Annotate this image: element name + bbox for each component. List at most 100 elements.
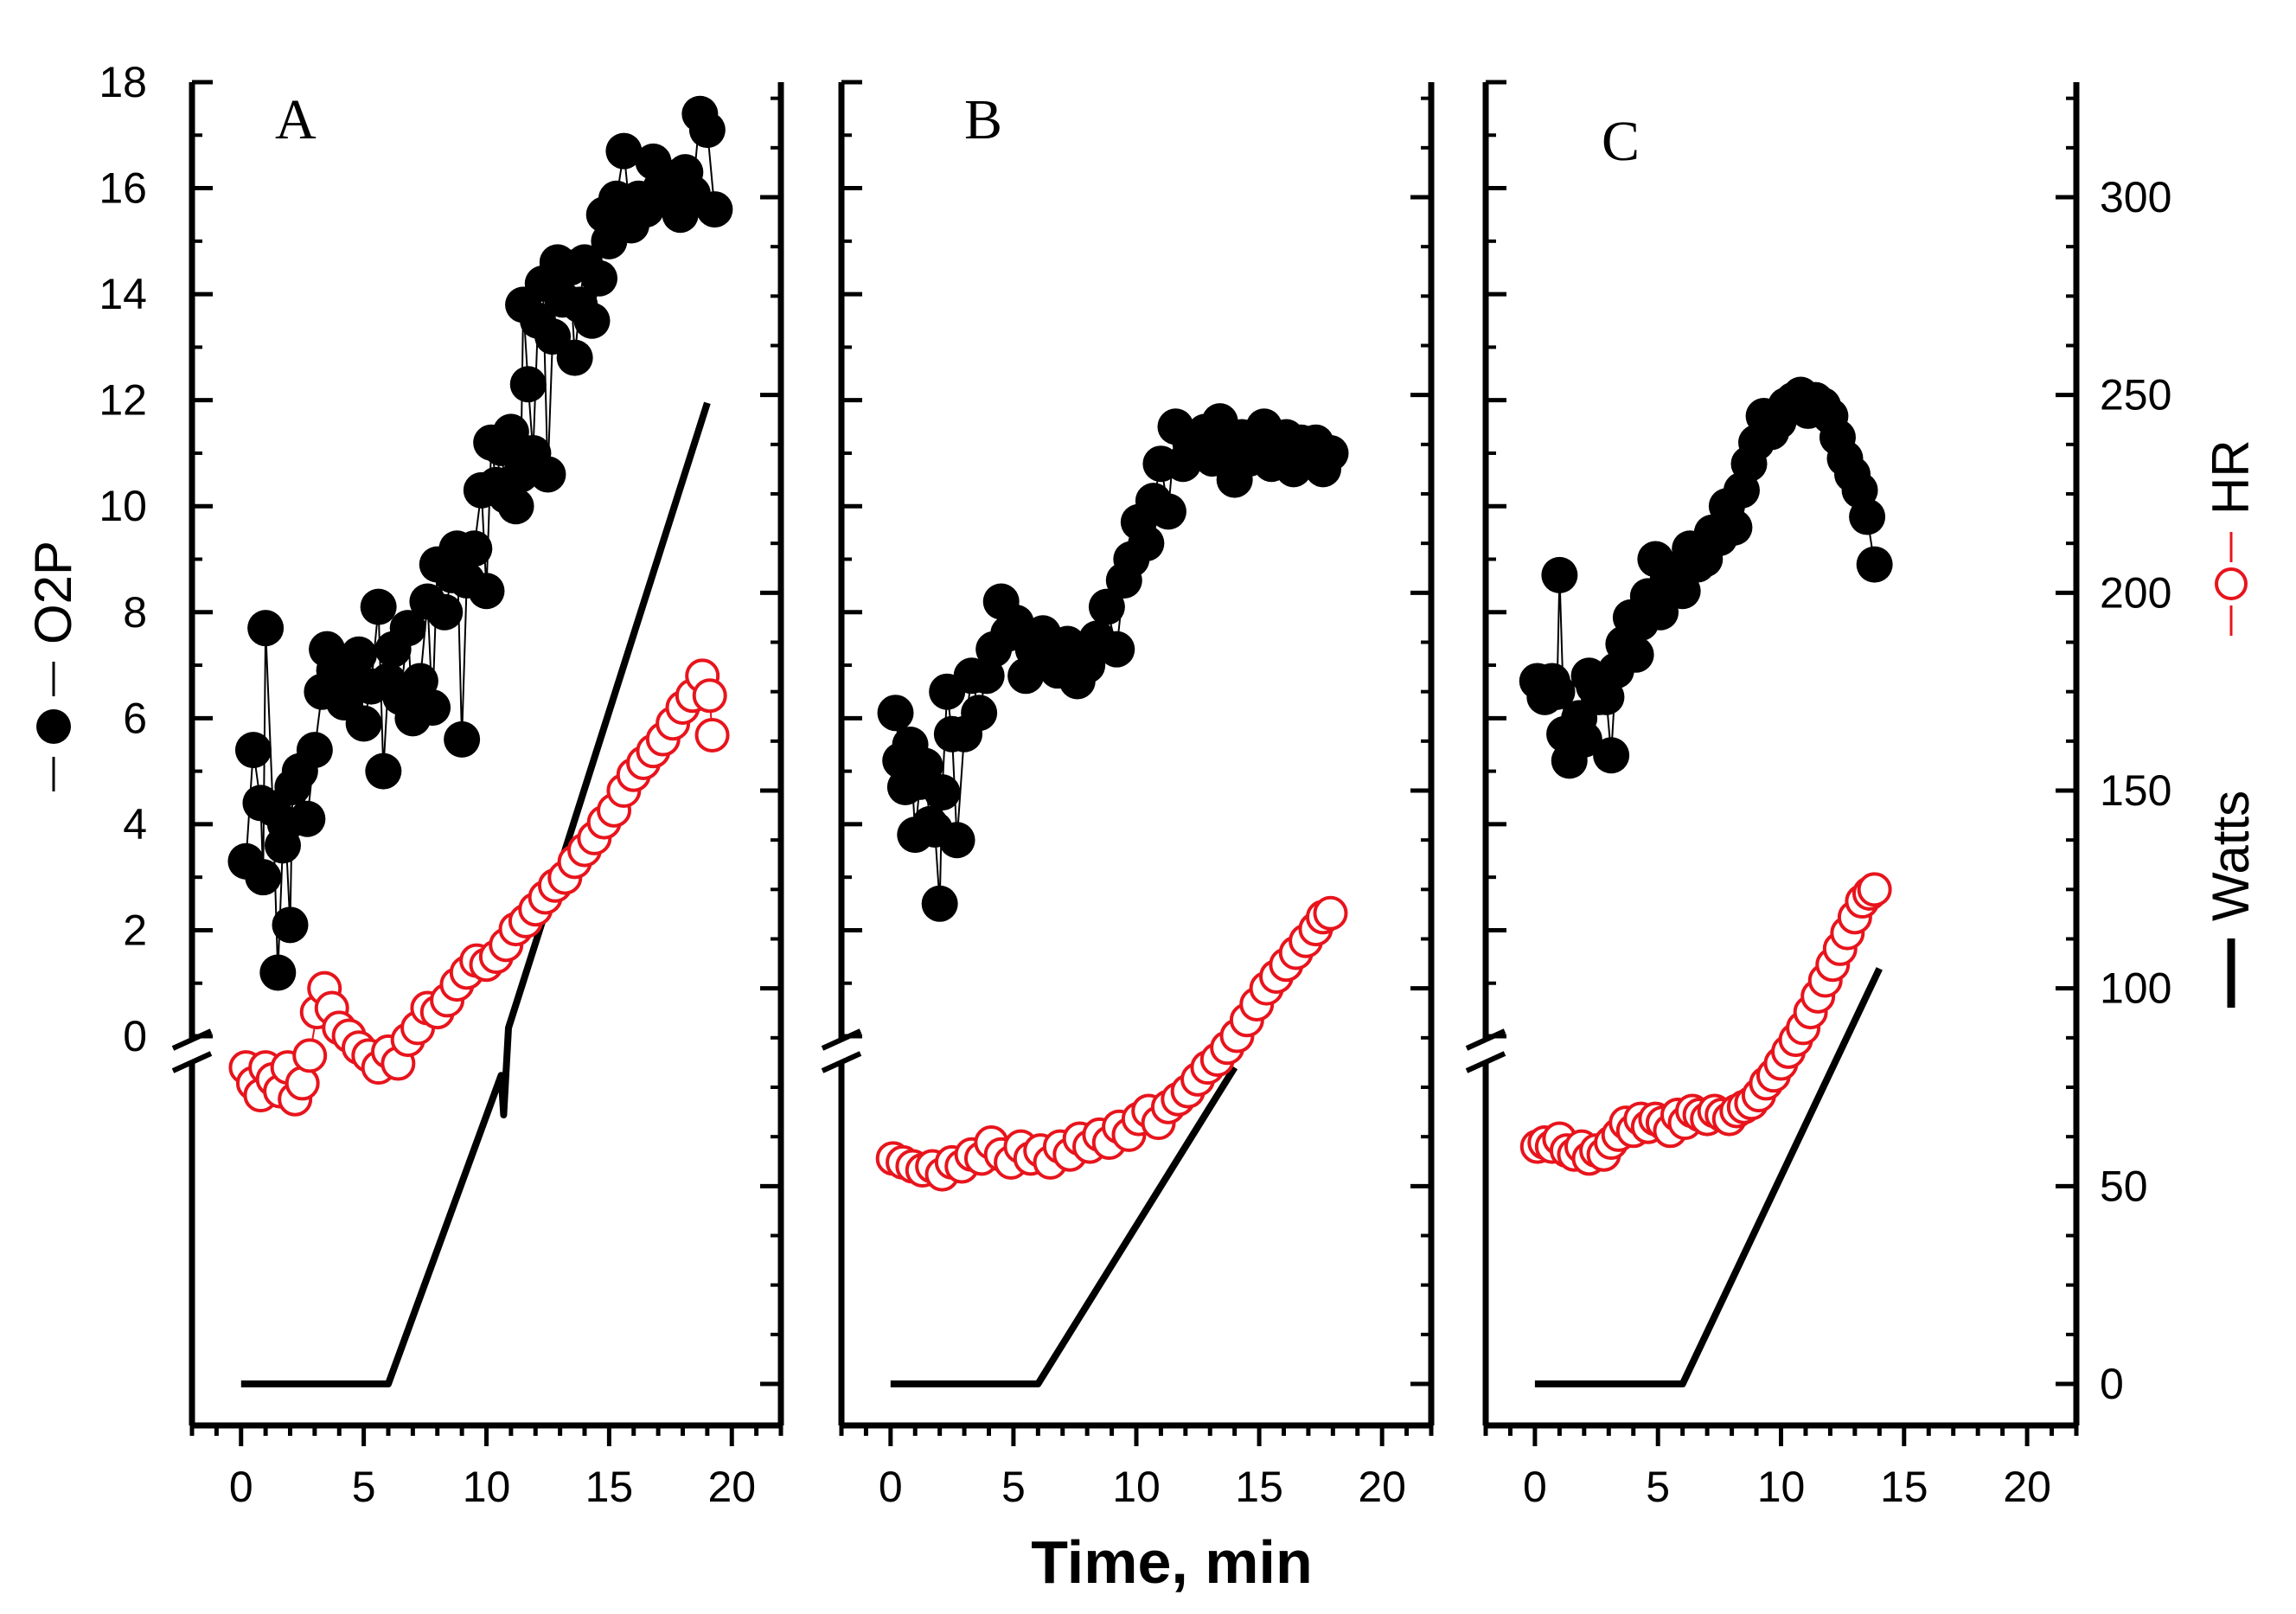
panel-A-o2p-point (468, 573, 505, 610)
panel-C-o2p-point (1565, 721, 1602, 758)
panel-A-o2p-point (360, 588, 397, 625)
panel-B-axis-break-1 (821, 1028, 862, 1051)
panel-A-x-tick-label: 20 (707, 1463, 756, 1511)
panel-A-o2p-point (456, 530, 493, 567)
panel-A-o2p-point (245, 859, 282, 896)
o2p-y-tick-label: 18 (99, 58, 147, 106)
panel-C-hr-point (1857, 872, 1892, 907)
panel-B-o2p-point (1312, 434, 1349, 471)
panel-C-axis-break-1 (1465, 1028, 1506, 1051)
panel-A-o2p-point (259, 954, 297, 991)
hr-legend-marker (2215, 567, 2248, 600)
panel-A-hr-point (292, 1038, 328, 1073)
panel-A-o2p-point (340, 636, 377, 673)
panel-A-axis-break-2 (171, 1051, 213, 1073)
panel-A-o2p-point (556, 339, 593, 376)
panel-A-o2p-point (289, 800, 326, 837)
panel-C-o2p-point (1856, 546, 1893, 583)
panel-A-o2p-point (444, 721, 481, 758)
panel-A-hr-point (692, 678, 727, 714)
panel-B-o2p-point (1128, 525, 1165, 562)
panel-B-hr-point (1313, 895, 1348, 931)
o2p-y-tick-label: 0 (123, 1012, 147, 1060)
panel-A-o2p-point (497, 488, 534, 525)
panel-C-x-tick-label: 15 (1880, 1463, 1928, 1511)
panel-B-axis-break-2 (821, 1051, 862, 1073)
left-axis-title: O2P (24, 541, 82, 791)
panel-B-o2p-point (1098, 631, 1135, 668)
right-y-tick-label: 300 (2100, 173, 2171, 221)
panel-B-o2p-point (921, 885, 958, 922)
panel-B-watts-line (890, 1065, 1238, 1387)
right-y-axis: 0 50 100 150 200 250 300 (2100, 173, 2171, 1408)
right-y-tick-label: 200 (2100, 568, 2171, 617)
right-y-tick-label: 150 (2100, 766, 2171, 815)
panel-C-o2p-point (1593, 737, 1630, 774)
panel-A-o2p-point (581, 259, 618, 297)
panel-A-letter: A (275, 88, 317, 151)
panel-B-o2p-point (906, 747, 943, 785)
o2p-y-tick-label: 8 (123, 588, 147, 637)
panel-C-watts-line (1534, 967, 1883, 1387)
panel-A-o2p-point (688, 112, 726, 149)
panel-B-x-tick-label: 10 (1112, 1463, 1161, 1511)
o2p-y-tick-label: 14 (99, 270, 147, 318)
panel-B-o2p-point (938, 822, 975, 859)
panel-A-o2p-point (696, 191, 733, 228)
panel-A-o2p-point (414, 689, 451, 727)
panel-B-x-tick-label: 0 (879, 1463, 903, 1511)
panel-A-o2p-point (426, 593, 464, 631)
panel-C-o2p-point (1716, 509, 1753, 546)
panel-A-hr-point (694, 717, 730, 753)
o2p-y-tick-label: 6 (123, 694, 147, 742)
panel-A-o2p-point (272, 906, 309, 944)
panel-A-o2p-point (365, 753, 402, 790)
panel-B-o2p-point (1149, 493, 1186, 530)
right-y-tick-label: 50 (2100, 1162, 2148, 1210)
panel-C: 0 5 10 15 20 C (1465, 80, 2080, 1511)
right-axis-title: Watts HR (2202, 439, 2260, 1008)
panel-A-x-tick-label: 15 (585, 1463, 634, 1511)
panel-C-o2p-point (1541, 556, 1578, 593)
panel-A-o2p-point (296, 732, 333, 769)
o2p-y-tick-label: 4 (123, 800, 147, 849)
panel-A-o2p-point (234, 732, 272, 769)
o2p-y-tick-label: 2 (123, 906, 147, 954)
panel-A-o2p-point (247, 610, 285, 647)
panel-A-x-tick-label: 10 (463, 1463, 511, 1511)
panel-A-o2p-point (573, 302, 611, 339)
panel-B-o2p-point (924, 774, 961, 811)
panel-A-x-tick-label: 5 (352, 1463, 376, 1511)
left-y-axis: 0 2 4 6 8 10 12 14 16 18 (99, 58, 147, 1060)
panel-C-o2p-point (1538, 673, 1576, 710)
panel-A-x-tick-label: 0 (229, 1463, 253, 1511)
panel-C-x-tick-label: 0 (1523, 1463, 1547, 1511)
panel-C-x-tick-label: 5 (1646, 1463, 1670, 1511)
panel-A-o2p-point (529, 456, 566, 493)
panel-C-x-tick-label: 20 (2003, 1463, 2051, 1511)
panel-B-o2p-point (877, 695, 914, 732)
o2p-y-tick-label: 10 (99, 482, 147, 530)
panel-C-o2p-point (1664, 573, 1701, 610)
o2p-y-tick-label: 16 (99, 164, 147, 213)
panel-B-o2p-point (1088, 588, 1125, 625)
panel-A-o2p-point (605, 132, 643, 170)
panel-C-axis-break-2 (1465, 1051, 1506, 1073)
panel-A-axis-break-1 (171, 1028, 213, 1051)
panel-B-letter: B (964, 88, 1002, 151)
right-y-tick-label: 0 (2100, 1360, 2124, 1408)
panel-C-letter: C (1602, 110, 1640, 173)
right-y-tick-label: 100 (2100, 964, 2171, 1013)
panel-C-o2p-point (1617, 636, 1654, 673)
panel-B-x-tick-label: 5 (1001, 1463, 1026, 1511)
panel-A: 0 5 10 15 20 A (171, 80, 784, 1511)
panel-A-o2p-point (345, 705, 382, 742)
panel-A-o2p-point (509, 366, 547, 403)
panel-B-x-tick-label: 20 (1358, 1463, 1406, 1511)
x-axis-title: Time, min (1031, 1528, 1312, 1596)
panel-B-x-tick-label: 15 (1235, 1463, 1283, 1511)
hr-axis-label: HR (2202, 439, 2260, 515)
panel-B-o2p-point (961, 695, 998, 732)
right-y-tick-label: 250 (2100, 371, 2171, 420)
